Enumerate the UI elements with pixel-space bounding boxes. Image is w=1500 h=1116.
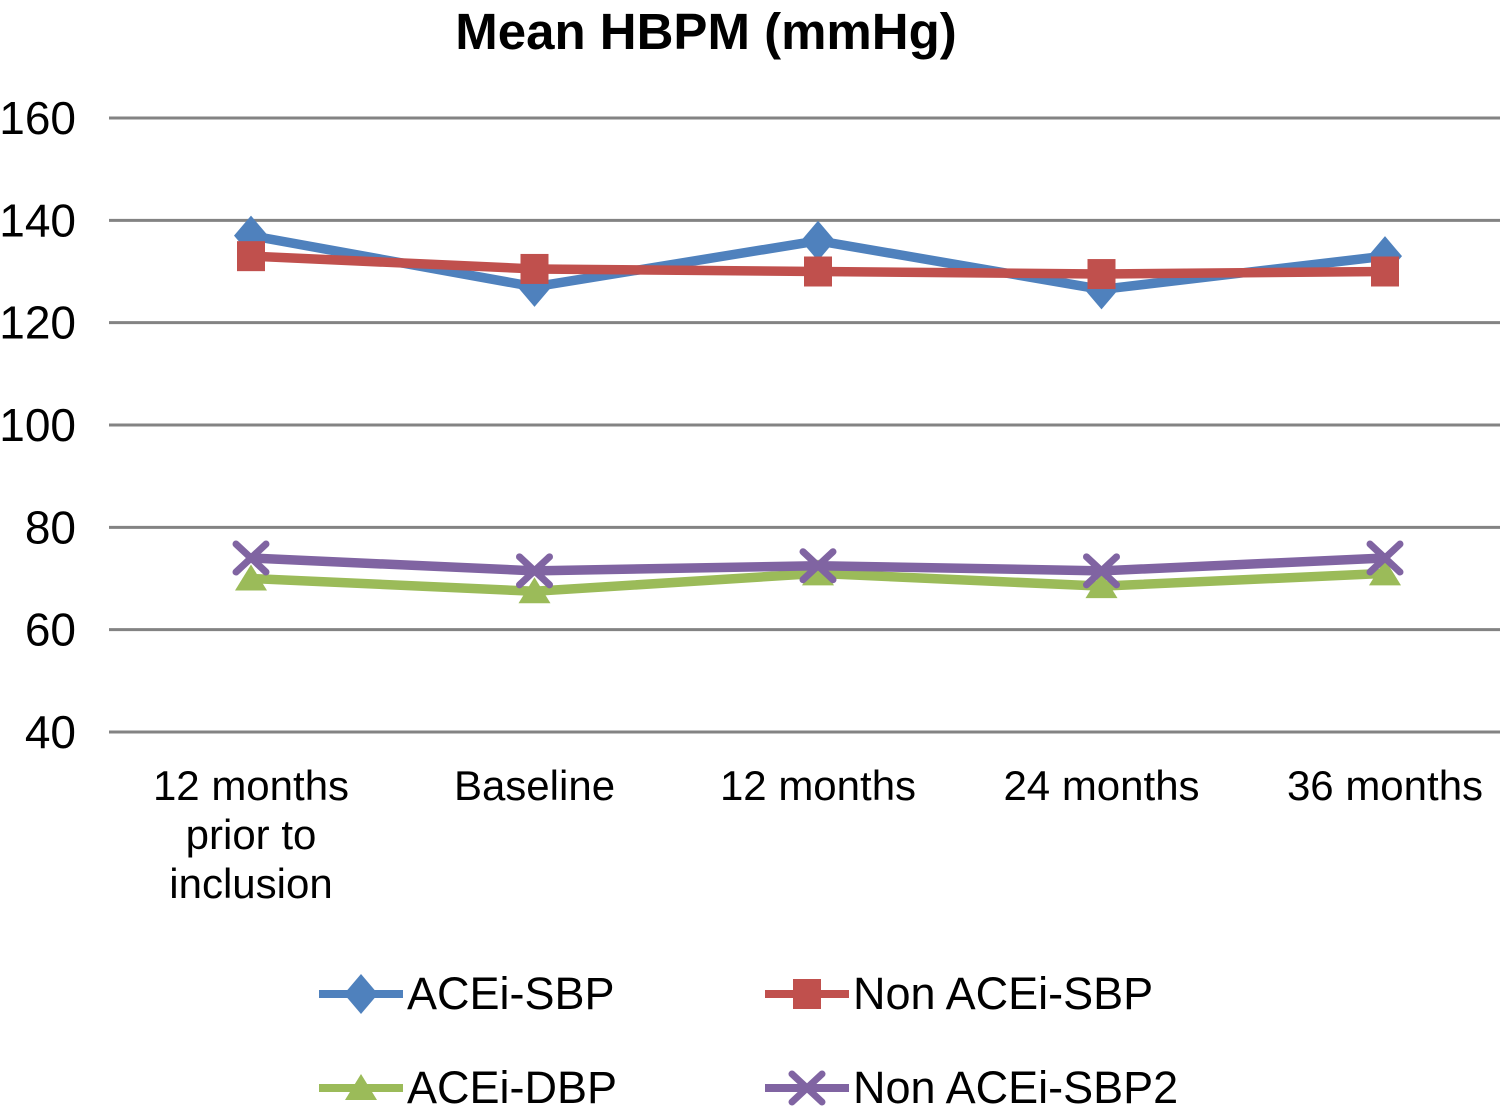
- y-tick-label: 100: [0, 399, 76, 451]
- series-Non ACEi-SBP: [237, 241, 1399, 290]
- marker-triangle: [235, 564, 267, 591]
- marker-square: [1087, 259, 1116, 290]
- y-axis-labels: 160 140 120 100 80 60 40: [0, 92, 76, 758]
- x-axis-labels: 12 months prior to inclusion Baseline 12 mon…: [153, 762, 1483, 907]
- x-category-label: 12 months prior to inclusion: [153, 762, 349, 907]
- marker-square: [804, 256, 832, 287]
- x-category-label: Baseline: [454, 762, 615, 809]
- x-category-label: 12 months: [720, 762, 916, 809]
- marker-x: [516, 553, 553, 589]
- series-Non ACEi-SBP2: [232, 540, 1404, 589]
- y-tick-label: 160: [0, 92, 76, 144]
- series-ACEi-DBP: [235, 559, 1401, 604]
- marker-square: [1371, 256, 1399, 287]
- marker-x: [1083, 553, 1120, 589]
- marker-triangle: [802, 559, 834, 586]
- y-tick-label: 120: [0, 297, 76, 349]
- y-tick-label: 140: [0, 194, 76, 246]
- marker-diamond: [801, 220, 835, 261]
- marker-x: [799, 548, 837, 584]
- x-category-label: 24 months: [1003, 762, 1199, 809]
- y-tick-label: 80: [25, 501, 76, 553]
- marker-x: [1366, 540, 1404, 576]
- marker-triangle: [1369, 559, 1401, 586]
- marker-square: [520, 253, 549, 284]
- marker-x: [232, 540, 270, 576]
- x-category-label: 36 months: [1287, 762, 1483, 809]
- gridlines: [109, 116, 1500, 734]
- marker-triangle: [518, 577, 551, 604]
- marker-triangle: [1085, 572, 1118, 599]
- y-tick-label: 40: [25, 706, 76, 758]
- marker-square: [237, 241, 265, 272]
- chart-title: Mean HBPM (mmHg): [455, 3, 957, 60]
- y-tick-label: 60: [25, 604, 76, 656]
